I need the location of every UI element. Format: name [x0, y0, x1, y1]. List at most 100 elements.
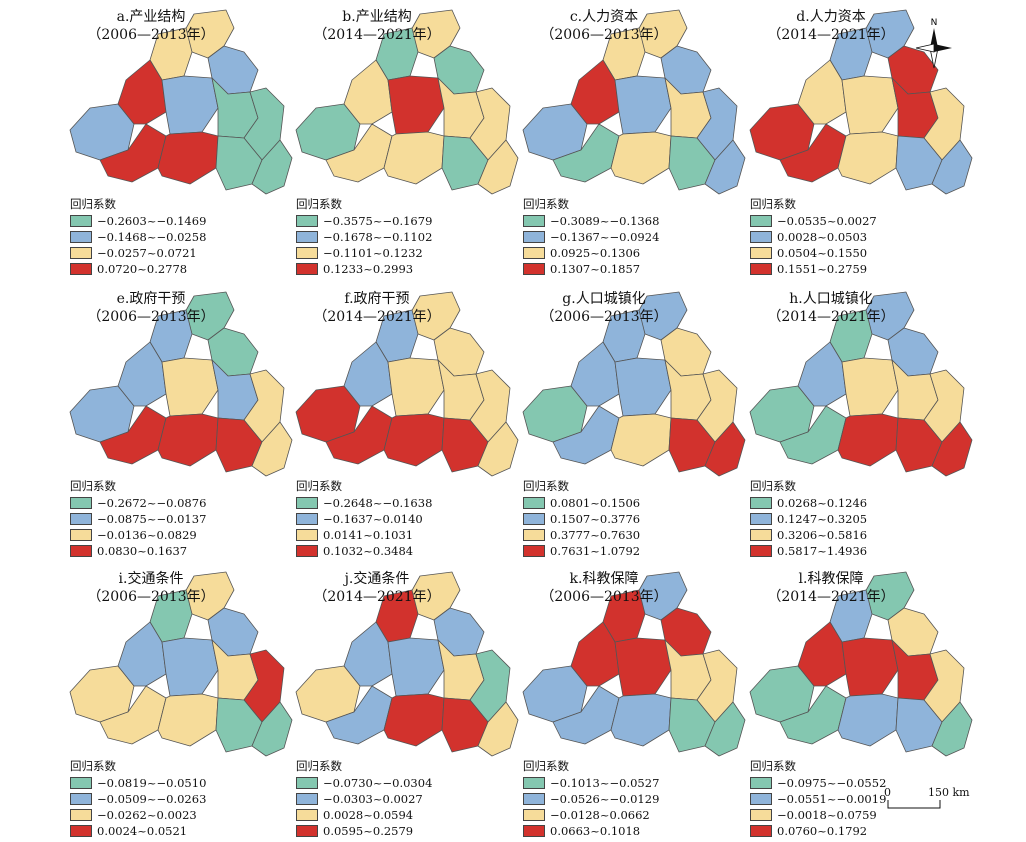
map-panel: f.政府干预 （2014—2021年） 回归系数 −0.2648~−0.1638 −0.…	[292, 290, 520, 562]
legend-item: 0.0595~0.2579	[296, 823, 432, 839]
legend-swatch	[296, 263, 318, 275]
legend-title: 回归系数	[523, 197, 569, 211]
legend-swatch	[296, 497, 318, 509]
legend-label: 0.1247~0.3205	[777, 512, 868, 526]
choropleth-map	[522, 571, 746, 757]
legend-swatch	[70, 215, 92, 227]
region-sc	[837, 693, 899, 747]
legend-title: 回归系数	[296, 479, 342, 493]
legend-label: −0.3575~−0.1679	[323, 214, 433, 228]
choropleth-map	[522, 291, 746, 477]
region-se	[931, 139, 973, 195]
legend-item: −0.0018~0.0759	[750, 807, 886, 823]
legend-item: −0.1678~−0.1102	[296, 229, 432, 245]
panel-title: i.交通条件	[118, 571, 184, 587]
legend-label: −0.0303~0.0027	[323, 792, 423, 806]
legend-item: 0.1032~0.3484	[296, 543, 432, 559]
legend-swatch	[296, 231, 318, 243]
legend-item: 0.5817~1.4936	[750, 543, 867, 559]
region-se	[251, 421, 293, 477]
legend-item: 0.1507~0.3776	[523, 511, 640, 527]
legend-label: 0.5817~1.4936	[777, 544, 868, 558]
legend: 回归系数 −0.0975~−0.0552 −0.0551~−0.0019 −0.001…	[750, 758, 886, 839]
legend-label: −0.0257~0.0721	[97, 246, 197, 260]
region-w	[522, 665, 588, 723]
scale-distance-label: 150 km	[928, 786, 970, 799]
map-panel: j.交通条件 （2014—2021年） 回归系数 −0.0730~−0.0304 −0.…	[292, 570, 520, 842]
legend-swatch	[70, 825, 92, 837]
legend-label: −0.0875~−0.0137	[97, 512, 207, 526]
legend-item: 0.0504~0.1550	[750, 245, 877, 261]
region-w	[295, 385, 361, 443]
legend-label: −0.0136~0.0829	[97, 528, 197, 542]
legend-item: −0.0136~0.0829	[70, 527, 206, 543]
legend-title: 回归系数	[750, 479, 796, 493]
choropleth-map	[295, 571, 519, 757]
legend-title: 回归系数	[750, 197, 796, 211]
panel-period: （2014—2021年）	[313, 27, 441, 43]
legend-swatch	[523, 497, 545, 509]
region-c	[161, 637, 219, 697]
region-sc	[837, 413, 899, 467]
legend-item: 0.0760~0.1792	[750, 823, 886, 839]
legend-swatch	[70, 777, 92, 789]
legend-item: 0.1233~0.2993	[296, 261, 432, 277]
legend-title: 回归系数	[523, 759, 569, 773]
legend-label: −0.0262~0.0023	[97, 808, 197, 822]
legend-label: −0.0535~0.0027	[777, 214, 877, 228]
legend-label: −0.0975~−0.0552	[777, 776, 887, 790]
panel-title: a.产业结构	[116, 9, 186, 25]
region-c	[387, 637, 445, 697]
panel-title-block: a.产业结构 （2006—2013年）	[66, 8, 236, 44]
legend-item: −0.0257~0.0721	[70, 245, 206, 261]
legend-label: 0.0720~0.2778	[97, 262, 188, 276]
legend-item: 0.0268~0.1246	[750, 495, 867, 511]
region-sc	[157, 131, 219, 185]
legend-item: 0.0830~0.1637	[70, 543, 206, 559]
legend-swatch	[70, 513, 92, 525]
region-se	[704, 421, 746, 477]
legend-item: 0.0028~0.0594	[296, 807, 432, 823]
panel-title-block: k.科教保障 （2006—2013年）	[519, 570, 689, 606]
panel-period: （2006—2013年）	[540, 27, 668, 43]
choropleth-map	[295, 291, 519, 477]
region-w	[69, 665, 135, 723]
legend-label: 0.0028~0.0594	[323, 808, 414, 822]
panel-period: （2006—2013年）	[87, 27, 215, 43]
panel-period: （2014—2021年）	[313, 589, 441, 605]
map-panel: e.政府干预 （2006—2013年） 回归系数 −0.2672~−0.0876 −0.…	[66, 290, 294, 562]
legend-swatch	[750, 825, 772, 837]
panel-title-block: l.科教保障 （2014—2021年）	[746, 570, 916, 606]
region-c	[614, 75, 672, 135]
region-w	[69, 385, 135, 443]
region-sc	[383, 131, 445, 185]
legend-swatch	[523, 529, 545, 541]
legend-swatch	[523, 825, 545, 837]
region-se	[477, 421, 519, 477]
legend-item: −0.0875~−0.0137	[70, 511, 206, 527]
legend: 回归系数 −0.3089~−0.1368 −0.1367~−0.0924 0.0925…	[523, 196, 659, 277]
legend-item: −0.1367~−0.0924	[523, 229, 659, 245]
legend-swatch	[296, 529, 318, 541]
choropleth-map	[749, 9, 973, 195]
legend-item: 0.7631~1.0792	[523, 543, 640, 559]
panel-title: c.人力资本	[569, 9, 639, 25]
legend-swatch	[70, 809, 92, 821]
scale-bar: 0 150 km	[882, 786, 992, 820]
legend-item: −0.0262~0.0023	[70, 807, 206, 823]
legend-title: 回归系数	[523, 479, 569, 493]
legend-swatch	[296, 545, 318, 557]
legend-item: 0.0663~0.1018	[523, 823, 659, 839]
legend-swatch	[750, 513, 772, 525]
region-c	[387, 357, 445, 417]
legend-item: −0.0819~−0.0510	[70, 775, 206, 791]
legend-label: −0.0730~−0.0304	[323, 776, 433, 790]
region-c	[614, 357, 672, 417]
legend-item: 0.0801~0.1506	[523, 495, 640, 511]
legend-item: −0.3089~−0.1368	[523, 213, 659, 229]
region-c	[161, 357, 219, 417]
legend-item: 0.3206~0.5816	[750, 527, 867, 543]
legend-item: −0.0509~−0.0263	[70, 791, 206, 807]
panel-period: （2006—2013年）	[87, 589, 215, 605]
legend-label: 0.0141~0.1031	[323, 528, 414, 542]
